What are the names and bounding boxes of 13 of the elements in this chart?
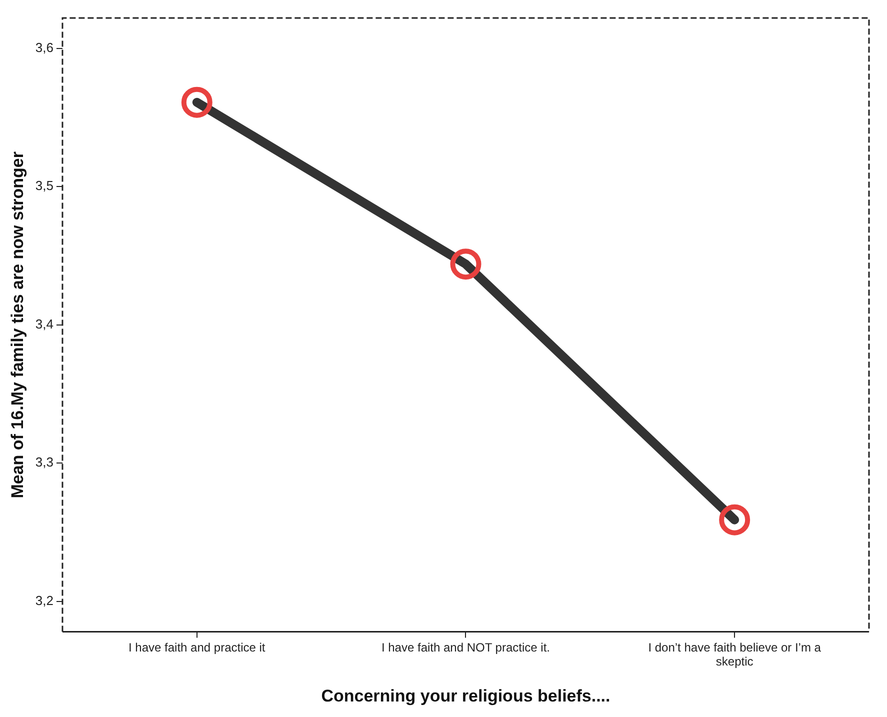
point [181, 86, 212, 118]
y-tick-label: 3,5 [35, 178, 54, 194]
y-tick-label: 3,6 [35, 40, 54, 55]
x-tick-label: I have faith and NOT practice it. [381, 640, 550, 654]
y-tick-label: 3,3 [35, 454, 54, 470]
y-axis-title: Mean of 16.My family ties are now stronger [8, 151, 27, 498]
y-tick-label: 3,4 [35, 316, 54, 332]
x-tick-label: I have faith and practice it [128, 640, 266, 654]
point [450, 248, 482, 280]
point [719, 504, 750, 536]
x-tick-label: I don’t have faith believe or I’m a skeptic [648, 640, 822, 669]
x-axis-title: Concerning your religious beliefs.... [321, 686, 610, 706]
y-tick-label: 3,2 [35, 592, 54, 608]
